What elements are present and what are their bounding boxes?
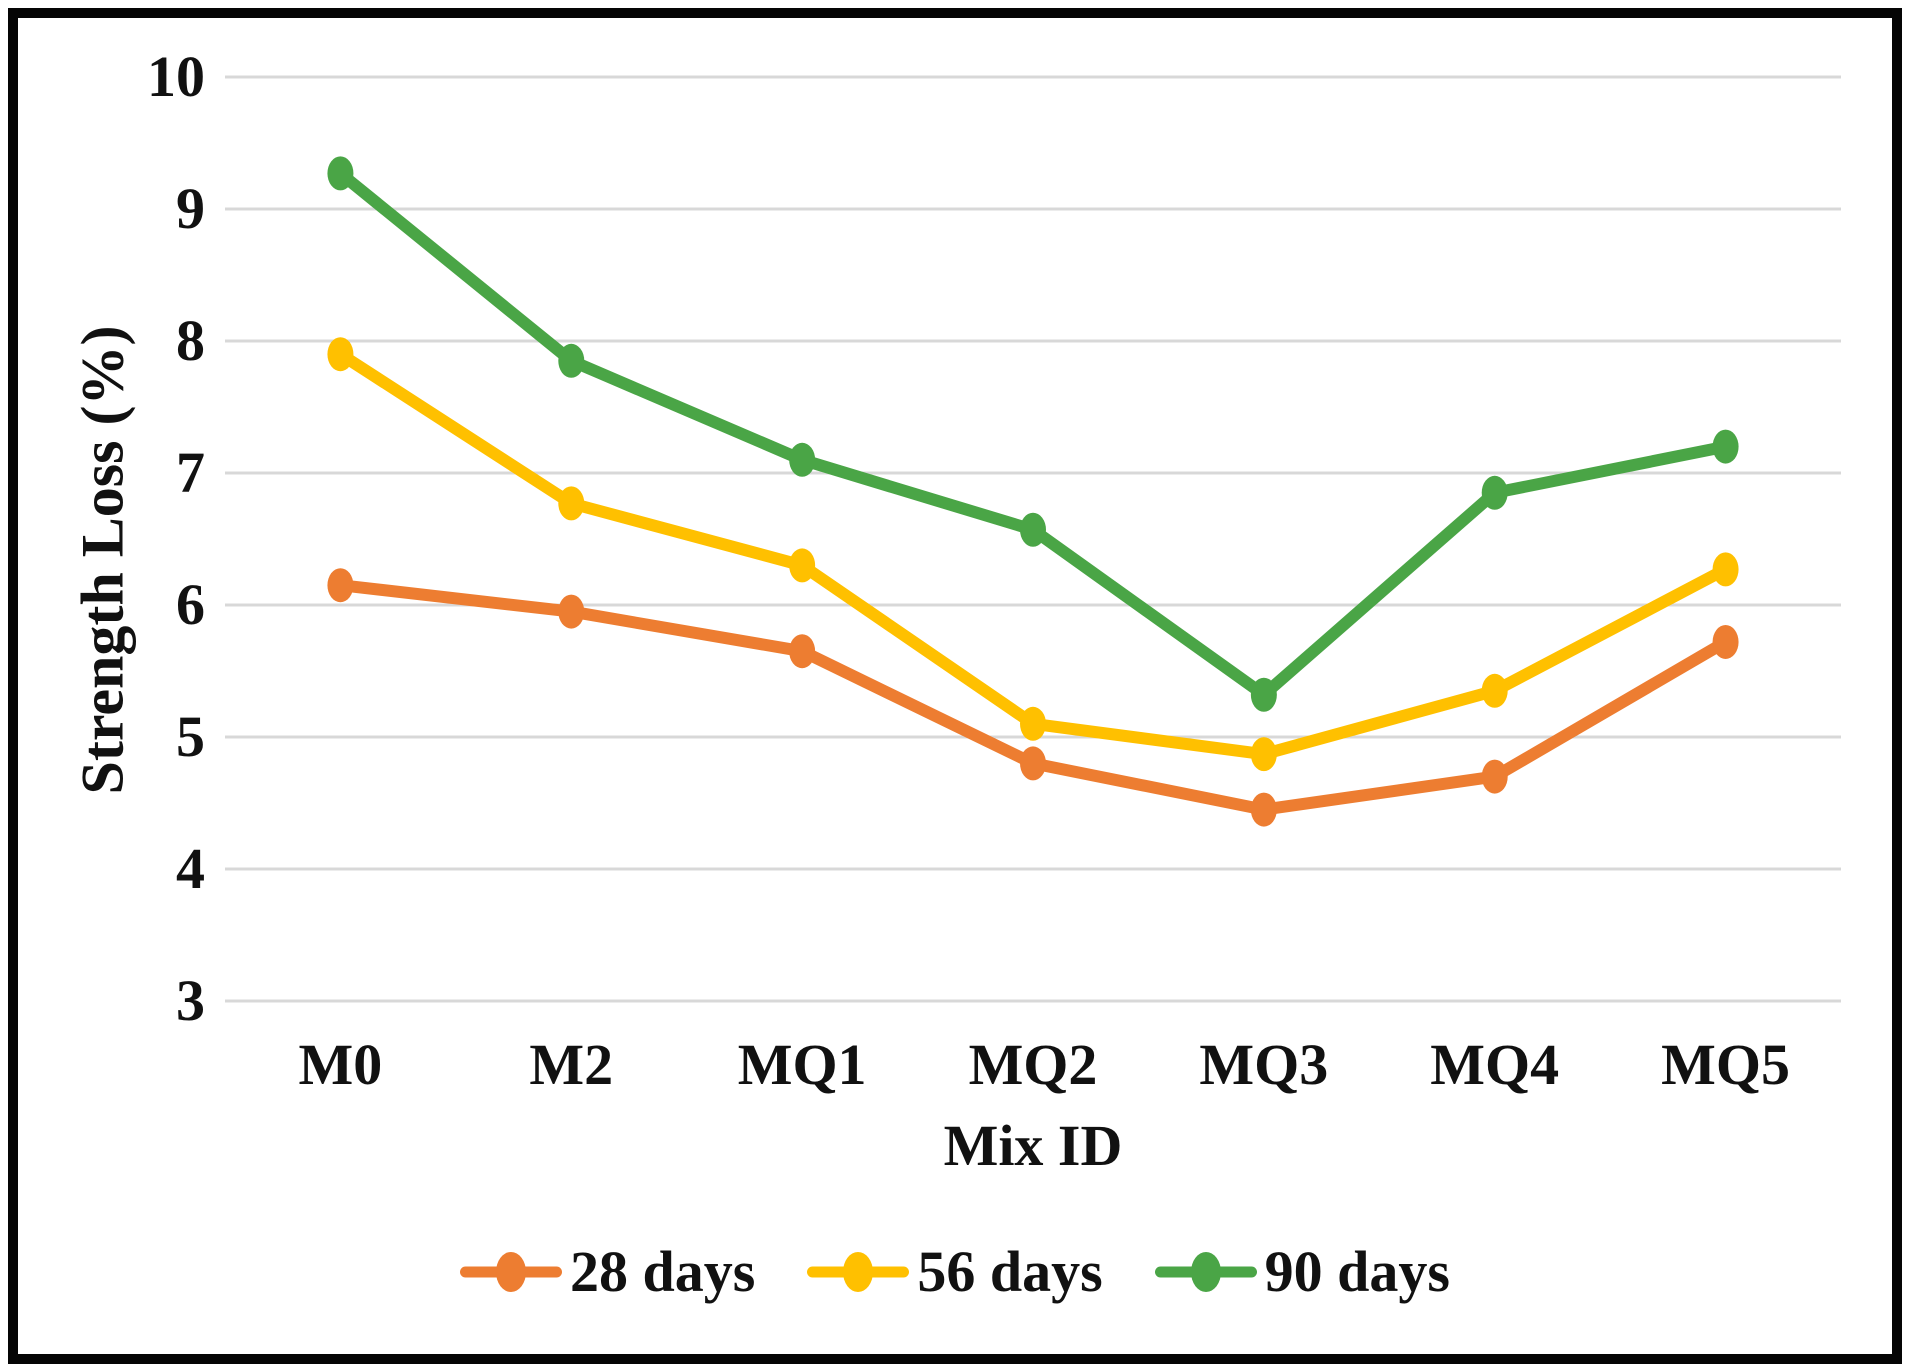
y-tick-label: 10 [147,44,205,109]
y-tick-label: 9 [176,176,205,241]
legend-item-90-days: 90 days [1154,1238,1450,1305]
legend-marker-28-days [460,1250,562,1294]
x-tick-label: M0 [298,1032,383,1097]
y-tick-label: 5 [176,704,205,769]
legend-label: 90 days [1264,1239,1450,1304]
y-tick-label: 4 [176,836,205,901]
legend-label: 28 days [570,1239,756,1304]
y-tick-label: 7 [176,440,205,505]
y-tick-label: 6 [176,572,205,637]
y-tick-label: 8 [176,308,205,373]
figure-border [8,8,1902,1364]
legend-label: 56 days [917,1239,1103,1304]
legend-marker-90-days [1154,1250,1257,1294]
x-tick-label: MQ4 [1430,1032,1560,1097]
x-axis-title: Mix ID [943,1113,1123,1178]
legend: 28 days 56 days 90 days [0,1238,1910,1305]
x-tick-label: MQ5 [1661,1032,1790,1097]
x-tick-label: MQ3 [1199,1032,1329,1097]
legend-item-56-days: 56 days [807,1238,1103,1305]
x-tick-label: MQ1 [737,1032,867,1097]
legend-marker-56-days [807,1250,910,1294]
y-axis-title: Strength Loss (%) [69,325,136,795]
legend-item-28-days: 28 days [460,1238,755,1305]
y-tick-label: 3 [176,968,205,1033]
x-tick-label: MQ2 [968,1032,1098,1097]
x-tick-label: M2 [529,1032,614,1097]
